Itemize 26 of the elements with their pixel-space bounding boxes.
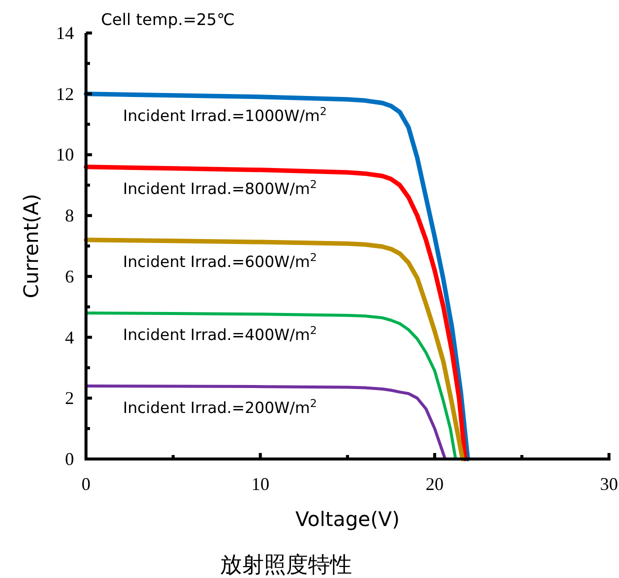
- y-tick-label: 10: [56, 144, 74, 165]
- series-label: Incident Irrad.=800W/m$^{2}$: [123, 177, 317, 198]
- y-tick-label: 0: [65, 449, 74, 469]
- series-label: Incident Irrad.=400W/m$^{2}$: [123, 323, 317, 344]
- x-axis-title: Voltage(V): [295, 507, 400, 531]
- line-series: [84, 311, 458, 460]
- text: Cell temp.=25℃: [101, 10, 235, 29]
- y-tick-label: 12: [56, 84, 74, 104]
- x-tick-label: 30: [600, 474, 618, 494]
- x-tick-label: 20: [426, 474, 444, 494]
- y-tick-label: 14: [56, 23, 74, 43]
- series-label: Incident Irrad.=200W/m$^{2}$: [123, 396, 317, 417]
- y-tick-label: 6: [65, 266, 74, 286]
- x-tick-label: 10: [251, 474, 270, 494]
- x-tick-label: 0: [82, 474, 90, 494]
- y-tick-label: 8: [65, 206, 74, 226]
- line-series: [84, 238, 465, 462]
- series-label: Incident Irrad.=600W/m$^{2}$: [123, 250, 317, 271]
- y-tick-label: 4: [65, 327, 74, 348]
- line-series: [84, 164, 468, 462]
- text: 放射照度特性: [220, 553, 352, 578]
- series-label: Incident Irrad.=1000W/m$^{2}$: [123, 104, 327, 125]
- line-series: [84, 92, 470, 462]
- y-axis-title: Current(A): [19, 194, 43, 298]
- line-series: [84, 384, 447, 460]
- y-tick-label: 2: [65, 388, 74, 408]
